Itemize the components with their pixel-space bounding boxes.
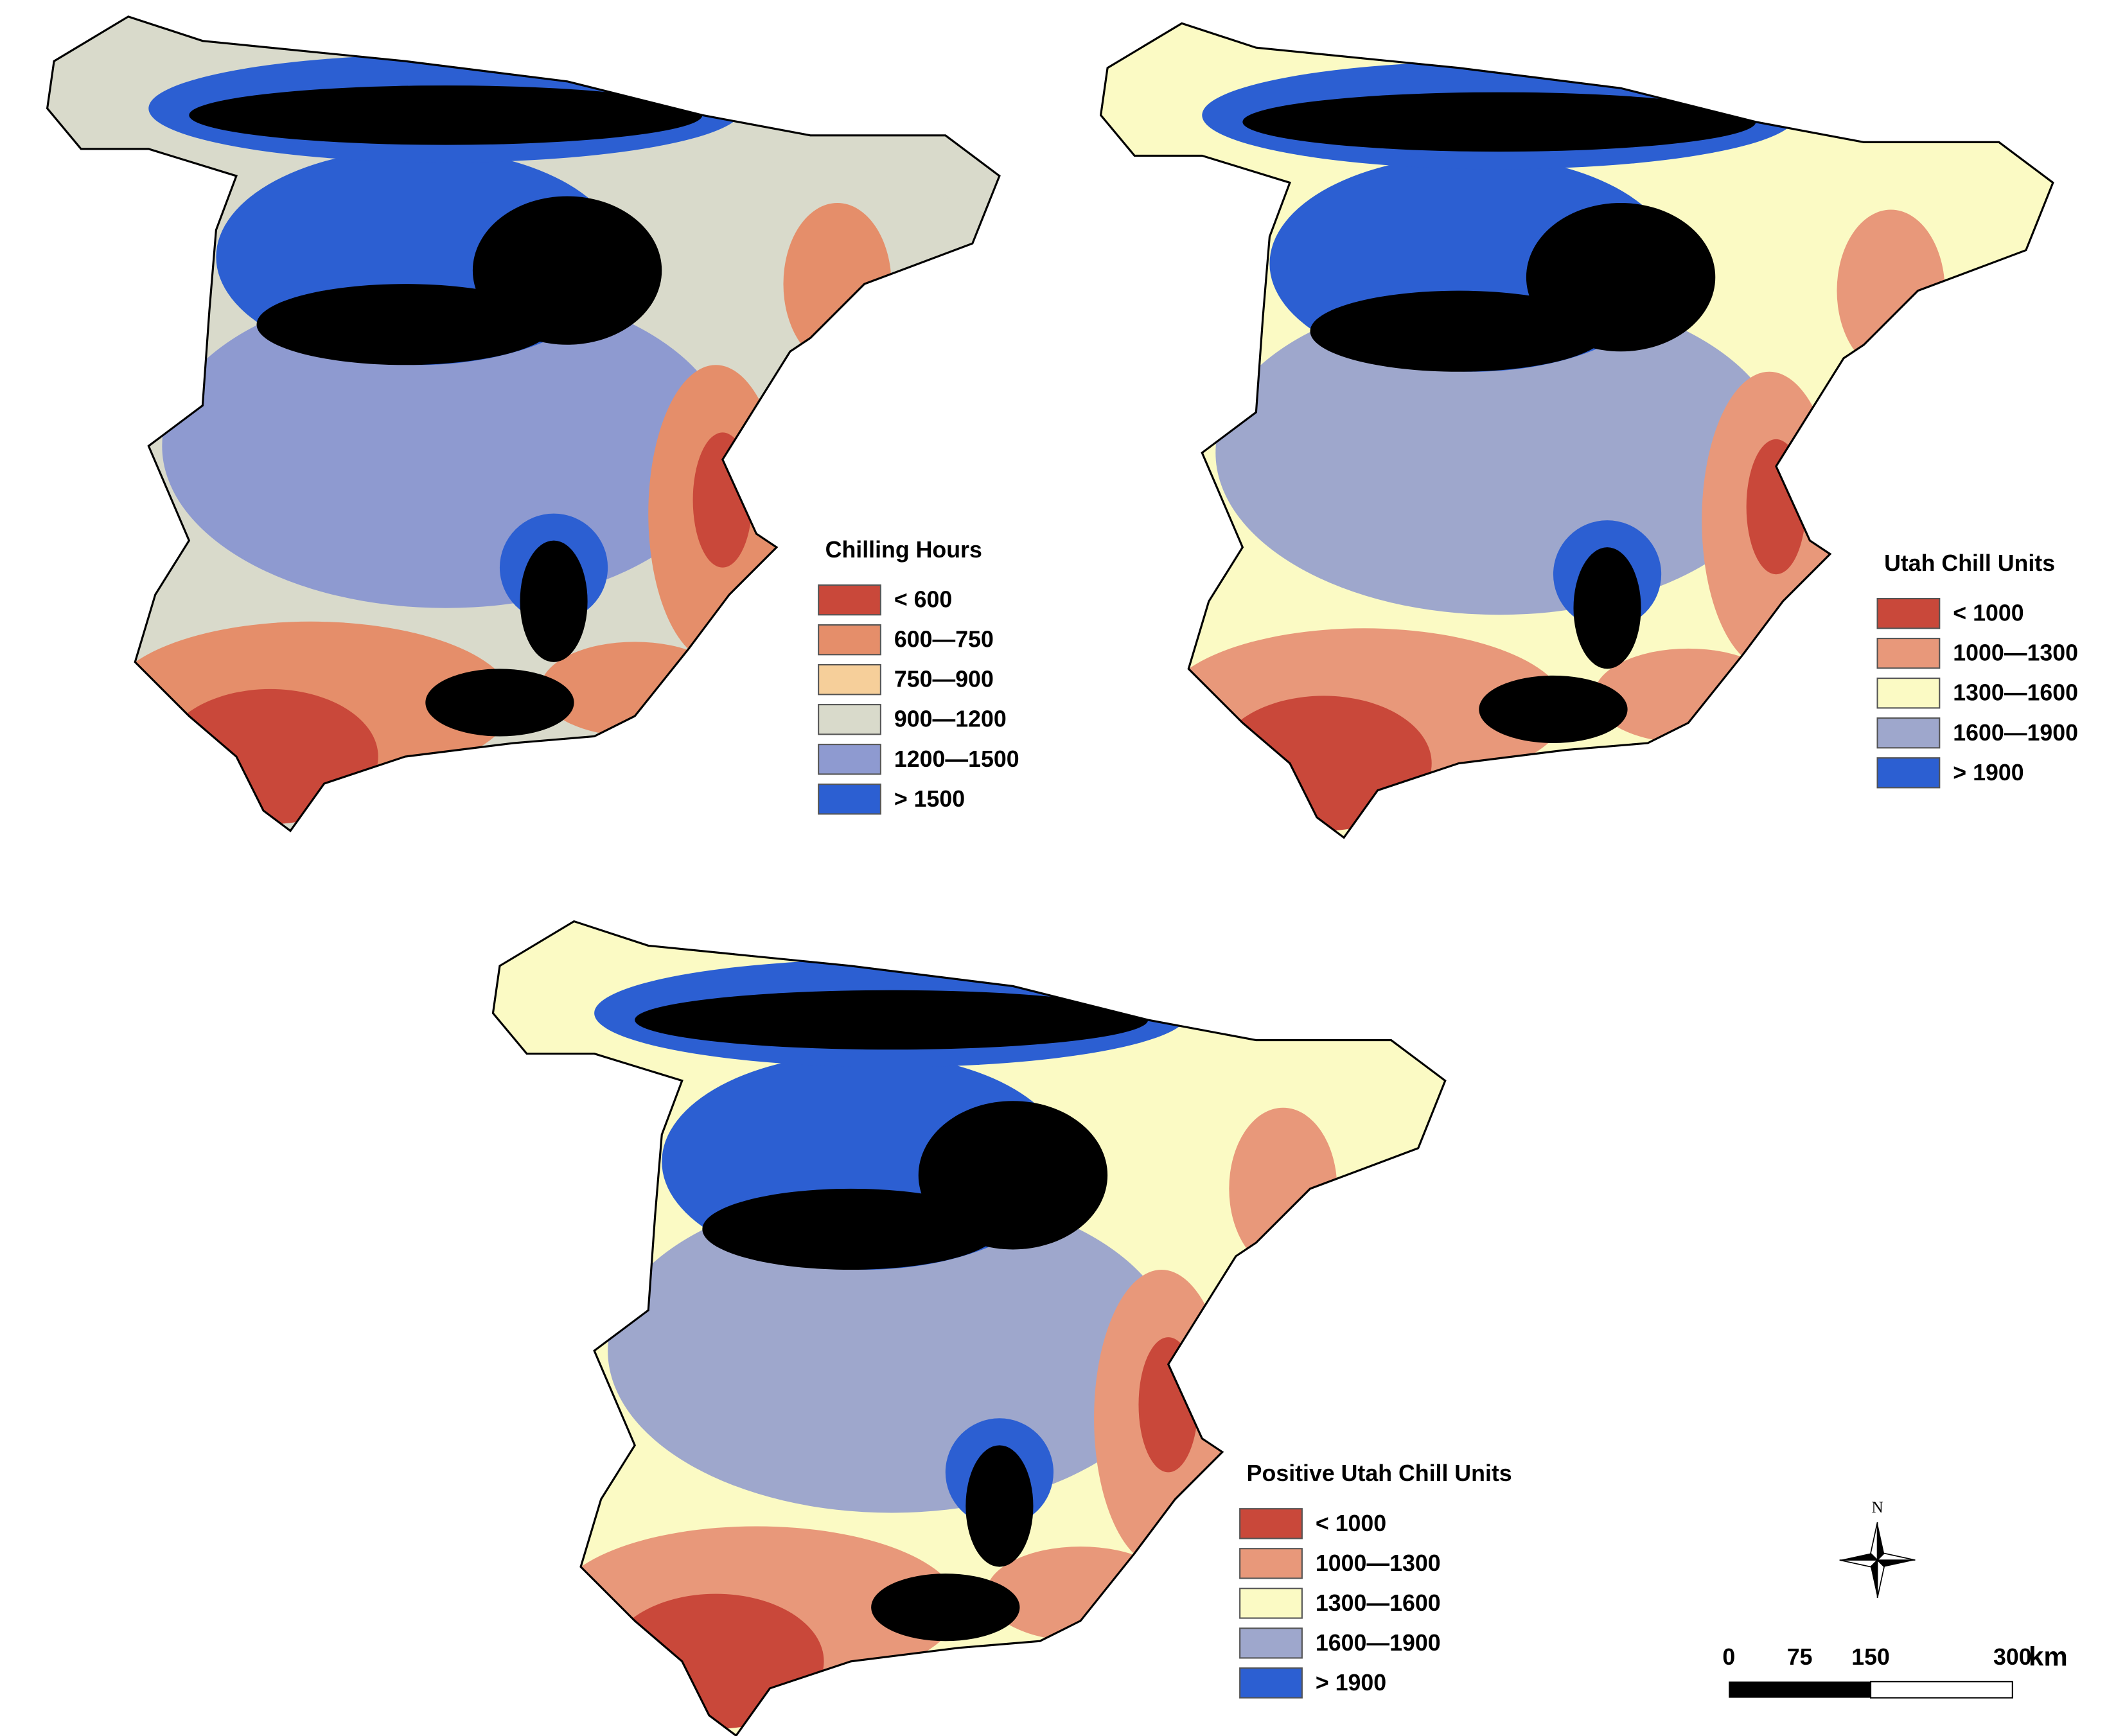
legend-label: 750—900 bbox=[894, 667, 994, 692]
climate-zone bbox=[1138, 1337, 1198, 1473]
climate-zone bbox=[162, 688, 378, 825]
mountains bbox=[1242, 92, 1756, 152]
climate-zone bbox=[1594, 648, 1783, 744]
mountains bbox=[189, 85, 703, 145]
climate-zone bbox=[540, 642, 730, 737]
legend-label: < 1000 bbox=[1953, 601, 2023, 626]
legend-label: < 600 bbox=[894, 587, 952, 613]
map bbox=[1100, 22, 2054, 839]
legend-swatch bbox=[818, 784, 881, 815]
legend-title: Chilling Hours bbox=[825, 537, 982, 563]
legend-title: Utah Chill Units bbox=[1884, 550, 2055, 576]
legend-label: 900—1200 bbox=[894, 706, 1007, 732]
map-fill bbox=[493, 921, 1445, 1736]
scale-segment bbox=[1729, 1681, 1871, 1698]
mountains bbox=[965, 1445, 1034, 1567]
climate-zone bbox=[608, 1593, 824, 1729]
legend-swatch bbox=[1876, 638, 1941, 669]
legend-label: 1600—1900 bbox=[1316, 1630, 1441, 1656]
map bbox=[491, 920, 1447, 1736]
legend-swatch bbox=[818, 704, 881, 735]
legend-label: > 1900 bbox=[1316, 1670, 1386, 1696]
legend-label: 1300—1600 bbox=[1316, 1590, 1441, 1616]
legend-swatch bbox=[818, 744, 881, 775]
legend-title: Positive Utah Chill Units bbox=[1247, 1460, 1512, 1486]
north-label: N bbox=[1871, 1499, 1883, 1516]
legend-label: 1200—1500 bbox=[894, 746, 1019, 772]
legend-swatch bbox=[1239, 1588, 1303, 1619]
legend-label: 1600—1900 bbox=[1953, 720, 2078, 746]
legend-swatch bbox=[1876, 717, 1941, 749]
mountains bbox=[520, 540, 588, 662]
legend-swatch bbox=[1876, 678, 1941, 709]
legend-swatch bbox=[1239, 1627, 1303, 1659]
legend-label: 600—750 bbox=[894, 627, 994, 653]
scale-tick-label: 75 bbox=[1787, 1644, 1813, 1670]
legend-swatch bbox=[1239, 1667, 1303, 1699]
climate-zone bbox=[1746, 439, 1806, 575]
scale-segment bbox=[1870, 1681, 2013, 1699]
legend-label: 1300—1600 bbox=[1953, 680, 2078, 706]
legend-swatch bbox=[1876, 597, 1941, 629]
mountains bbox=[871, 1574, 1020, 1642]
legend-swatch bbox=[818, 584, 881, 616]
mountains bbox=[1573, 547, 1641, 669]
climate-zone bbox=[1229, 1107, 1337, 1270]
legend-label: 1000—1300 bbox=[1953, 640, 2078, 666]
scale-tick-label: 0 bbox=[1722, 1644, 1735, 1670]
mountains bbox=[425, 669, 574, 737]
climate-zone bbox=[783, 202, 892, 365]
legend-label: > 1500 bbox=[894, 786, 965, 812]
scale-tick-label: 300 bbox=[1993, 1644, 2032, 1670]
mountains bbox=[1479, 675, 1628, 744]
scale-unit: km bbox=[2029, 1642, 2068, 1672]
legend-swatch bbox=[1876, 757, 1941, 789]
climate-zone bbox=[1837, 209, 1945, 372]
mountains bbox=[1310, 290, 1608, 372]
legend-label: 1000—1300 bbox=[1316, 1550, 1441, 1576]
legend-swatch bbox=[1239, 1548, 1303, 1579]
mountains bbox=[256, 284, 554, 365]
climate-zone bbox=[692, 432, 753, 568]
legend-label: < 1000 bbox=[1316, 1511, 1386, 1536]
mountains bbox=[918, 1101, 1108, 1250]
legend-swatch bbox=[818, 664, 881, 696]
mountains bbox=[635, 990, 1149, 1050]
legend-swatch bbox=[818, 624, 881, 656]
scale-tick-label: 150 bbox=[1851, 1644, 1890, 1670]
mountains bbox=[702, 1188, 1000, 1270]
legend-label: > 1900 bbox=[1953, 760, 2023, 785]
legend-swatch bbox=[1239, 1508, 1303, 1539]
mountains bbox=[472, 196, 662, 345]
mountains bbox=[1526, 202, 1716, 352]
climate-zone bbox=[1215, 696, 1432, 831]
climate-zone bbox=[985, 1547, 1176, 1642]
north-arrow: N bbox=[1839, 1499, 1916, 1599]
